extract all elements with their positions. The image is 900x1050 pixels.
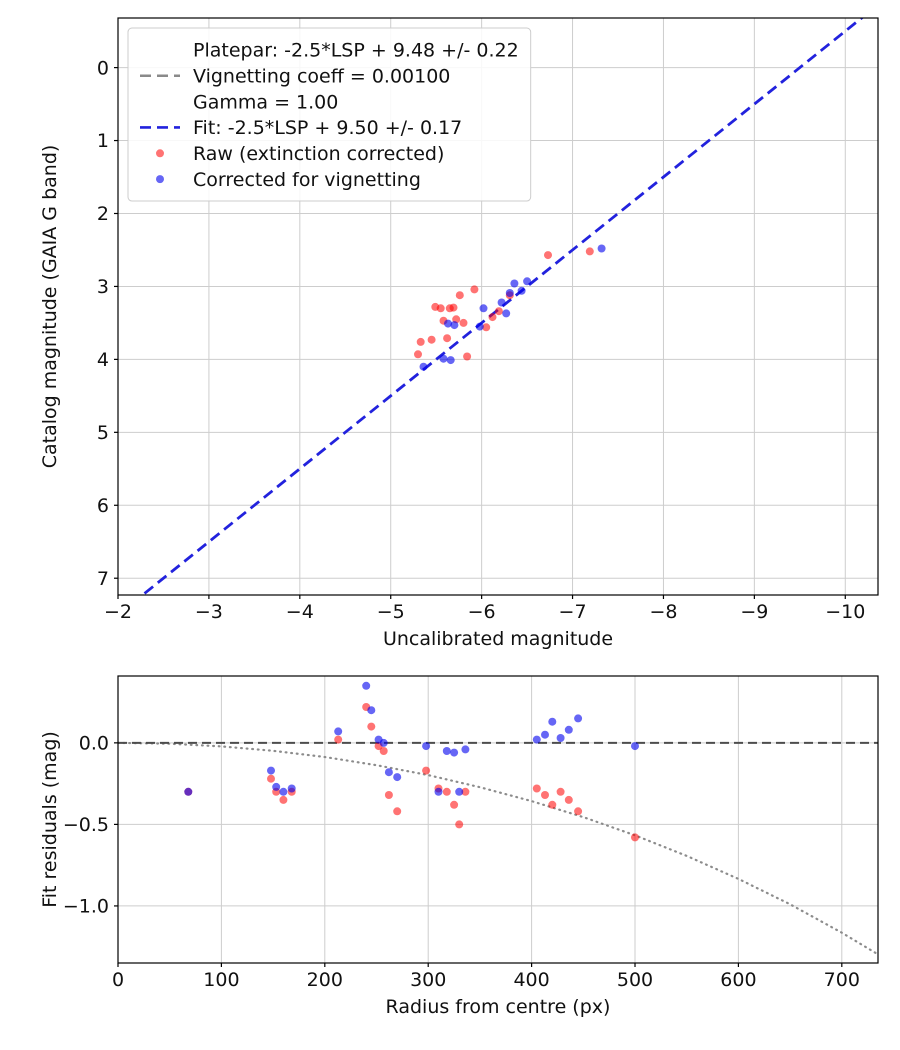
- y-tick-label: 4: [97, 349, 109, 371]
- y-tick-label: 2: [97, 203, 109, 225]
- legend-marker-dot: [156, 149, 164, 158]
- y-axis-label: Catalog magnitude (GAIA G band): [39, 145, 61, 469]
- scatter-series-corrected: [184, 681, 639, 796]
- legend-label: Vignetting coeff = 0.00100: [193, 65, 450, 87]
- x-tick-label: −6: [468, 601, 496, 623]
- x-tick-label: −10: [825, 601, 865, 623]
- x-tick-label: −3: [195, 601, 223, 623]
- x-tick-label: 100: [203, 969, 239, 991]
- x-tick-label: −8: [649, 601, 677, 623]
- x-tick-label: 200: [307, 969, 343, 991]
- y-tick-label: −1.0: [63, 896, 109, 918]
- scatter-series-corrected: [419, 244, 606, 371]
- legend-label: Platepar: -2.5*LSP + 9.48 +/- 0.22: [193, 40, 519, 62]
- x-tick-label: −7: [559, 601, 587, 623]
- y-tick-label: 1: [97, 130, 109, 152]
- legend-marker-dot: [156, 175, 164, 184]
- y-tick-label: −0.5: [63, 814, 109, 836]
- x-tick-label: −4: [286, 601, 314, 623]
- legend-label: Corrected for vignetting: [193, 169, 421, 191]
- legend-label: Raw (extinction corrected): [193, 143, 444, 165]
- fit-line: [140, 18, 864, 595]
- y-tick-label: 7: [97, 568, 109, 590]
- x-tick-label: 700: [824, 969, 860, 991]
- x-tick-label: −9: [740, 601, 768, 623]
- y-tick-label: 6: [97, 495, 109, 517]
- x-tick-label: 0: [112, 969, 124, 991]
- legend-label: Gamma = 1.00: [193, 91, 338, 113]
- x-axis-label: Radius from centre (px): [386, 996, 611, 1018]
- y-tick-label: 0.0: [79, 733, 109, 755]
- y-tick-label: 5: [97, 422, 109, 444]
- x-tick-label: 300: [410, 969, 446, 991]
- x-tick-label: −5: [377, 601, 405, 623]
- fit-residuals-chart: 0 100 200 300 400 500 600 700 0.0 −0.5 −1.0 Radius …: [39, 675, 879, 1018]
- plot-frame: [117, 17, 879, 596]
- x-tick-label: 400: [513, 969, 549, 991]
- legend-box: [127, 27, 532, 202]
- legend: Platepar: -2.5*LSP + 9.48 +/- 0.22 Vignet…: [127, 27, 532, 202]
- scatter-series-raw: [184, 703, 639, 842]
- legend-label: Fit: -2.5*LSP + 9.50 +/- 0.17: [193, 117, 462, 139]
- scatter-series-raw: [414, 247, 594, 361]
- x-tick-label: 500: [617, 969, 653, 991]
- grid-lines: [117, 676, 878, 963]
- x-tick-label: −2: [104, 601, 132, 623]
- plot-frame: [117, 675, 879, 964]
- y-axis-label: Fit residuals (mag): [39, 731, 61, 908]
- magnitude-fit-chart: −2 −3 −4 −5 −6 −7 −8 −9 −10 0 1 2 3 4 5 6 7 Uncalibrated …: [39, 17, 879, 650]
- y-tick-label: 0: [97, 57, 109, 79]
- x-axis-label: Uncalibrated magnitude: [383, 628, 613, 650]
- y-tick-label: 3: [97, 276, 109, 298]
- x-tick-label: 600: [720, 969, 756, 991]
- vignetting-model: [118, 741, 878, 956]
